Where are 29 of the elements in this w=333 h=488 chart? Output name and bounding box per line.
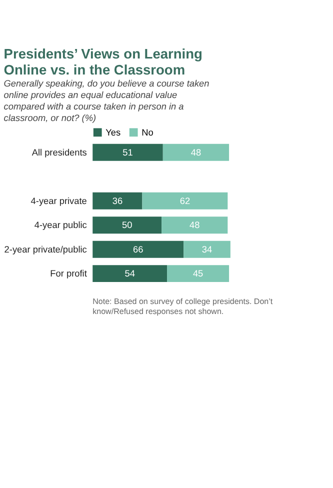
chart-subtitle: Generally speaking, do you believe a course taken online provides an equal educational value compared with a course taken in person in a classroom, or not? (%) (4, 78, 210, 124)
data-label: 48 (190, 147, 202, 158)
bar (184, 240, 230, 258)
y-tick-label: All presidents (32, 147, 88, 158)
bar (162, 216, 228, 234)
data-label: 34 (202, 244, 212, 254)
bar (92, 240, 184, 258)
data-label: 54 (124, 268, 135, 279)
data-label: 51 (122, 147, 133, 158)
data-label: 45 (192, 268, 204, 279)
bar (92, 265, 168, 282)
data-label: 48 (189, 220, 200, 230)
y-tick-label: 4-year public (34, 220, 88, 230)
legend-label: No (142, 127, 154, 138)
y-tick-label: 2-year private/public (4, 244, 88, 254)
data-label: 66 (133, 244, 144, 254)
y-tick-label: 4-year private (30, 196, 87, 206)
chart-title: Presidents’ Views on Learning Online vs. in the Classroom (4, 46, 202, 78)
bar (162, 144, 230, 161)
data-label: 50 (122, 220, 132, 230)
bar (92, 192, 142, 210)
data-label: 62 (180, 196, 190, 206)
bar (92, 144, 163, 161)
bar (92, 216, 162, 234)
legend-label: Yes (106, 127, 122, 138)
bar (167, 265, 230, 282)
data-label: 36 (112, 196, 123, 206)
y-tick-label: For profit (50, 268, 88, 279)
bar (142, 192, 228, 210)
